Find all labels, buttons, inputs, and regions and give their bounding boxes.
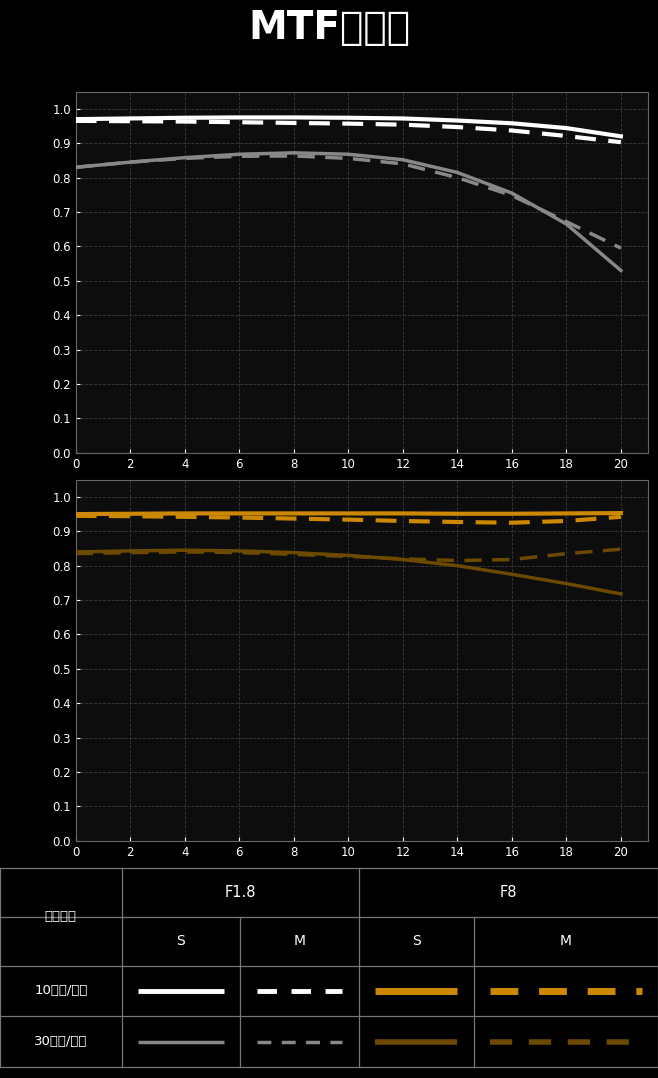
Text: M: M bbox=[560, 934, 572, 948]
Text: MTF曲线图: MTF曲线图 bbox=[248, 10, 410, 47]
Text: S: S bbox=[412, 934, 420, 948]
Text: M: M bbox=[293, 934, 305, 948]
Text: 30线对/毫米: 30线对/毫米 bbox=[34, 1035, 88, 1048]
Text: 10线对/毫米: 10线对/毫米 bbox=[34, 984, 88, 997]
Text: 空间频率: 空间频率 bbox=[45, 910, 77, 923]
Text: F1.8: F1.8 bbox=[224, 885, 256, 900]
Text: S: S bbox=[176, 934, 186, 948]
Text: F8: F8 bbox=[499, 885, 517, 900]
